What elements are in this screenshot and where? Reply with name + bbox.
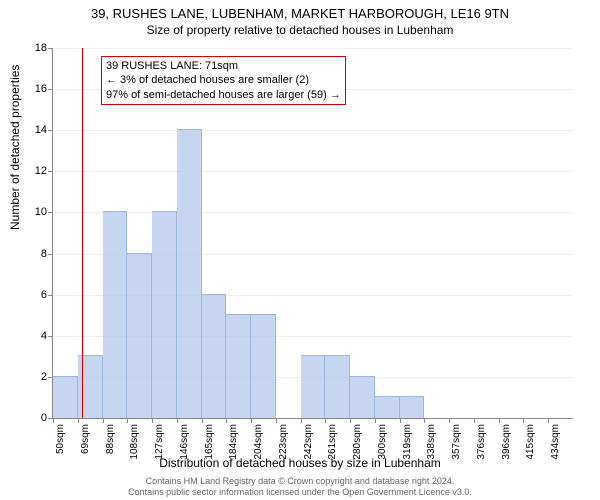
histogram-bar: [375, 396, 400, 418]
histogram-bar: [103, 211, 128, 418]
histogram-bar: [251, 314, 276, 418]
property-marker-line: [82, 48, 83, 418]
histogram-bar: [202, 294, 227, 418]
x-tick-label: 165sqm: [204, 424, 215, 460]
annotation-line: ← 3% of detached houses are smaller (2): [106, 73, 341, 87]
histogram-bar: [325, 355, 350, 418]
x-tick-label: 280sqm: [352, 424, 363, 460]
x-tick-label: 242sqm: [303, 424, 314, 460]
annotation-box: 39 RUSHES LANE: 71sqm← 3% of detached ho…: [101, 56, 346, 105]
x-tick-label: 146sqm: [179, 424, 190, 460]
x-tick-label: 223sqm: [278, 424, 289, 460]
x-tick-label: 69sqm: [80, 424, 91, 454]
x-tick-label: 376sqm: [476, 424, 487, 460]
chart-title: 39, RUSHES LANE, LUBENHAM, MARKET HARBOR…: [0, 0, 600, 21]
x-tick-label: 357sqm: [451, 424, 462, 460]
histogram-bar: [177, 129, 202, 418]
histogram-bar: [350, 376, 375, 418]
histogram-bar: [226, 314, 251, 418]
histogram-bar: [127, 253, 152, 418]
x-tick-label: 127sqm: [154, 424, 165, 460]
footer-text: Contains HM Land Registry data © Crown c…: [0, 476, 600, 498]
histogram-bar: [53, 376, 78, 418]
x-tick-label: 261sqm: [327, 424, 338, 460]
x-tick-label: 108sqm: [129, 424, 140, 460]
histogram-bar: [301, 355, 326, 418]
x-tick-label: 50sqm: [55, 424, 66, 454]
chart-container: 39, RUSHES LANE, LUBENHAM, MARKET HARBOR…: [0, 0, 600, 500]
x-tick-label: 204sqm: [253, 424, 264, 460]
chart-subtitle: Size of property relative to detached ho…: [0, 21, 600, 37]
annotation-line: 97% of semi-detached houses are larger (…: [106, 88, 341, 102]
plot-area: 02468101214161850sqm69sqm88sqm108sqm127s…: [52, 48, 573, 419]
x-tick-label: 415sqm: [525, 424, 536, 460]
x-tick-label: 184sqm: [228, 424, 239, 460]
footer-line-1: Contains HM Land Registry data © Crown c…: [0, 476, 600, 487]
x-tick-label: 338sqm: [426, 424, 437, 460]
footer-line-2: Contains public sector information licen…: [0, 487, 600, 498]
x-axis-label: Distribution of detached houses by size …: [0, 456, 600, 470]
x-tick-label: 434sqm: [550, 424, 561, 460]
x-tick-label: 396sqm: [501, 424, 512, 460]
x-tick-label: 88sqm: [105, 424, 116, 454]
annotation-line: 39 RUSHES LANE: 71sqm: [106, 59, 341, 73]
x-tick-label: 319sqm: [402, 424, 413, 460]
histogram-bar: [400, 396, 425, 418]
y-axis-label: Number of detached properties: [8, 65, 22, 230]
x-tick-label: 300sqm: [377, 424, 388, 460]
histogram-bar: [152, 211, 177, 418]
